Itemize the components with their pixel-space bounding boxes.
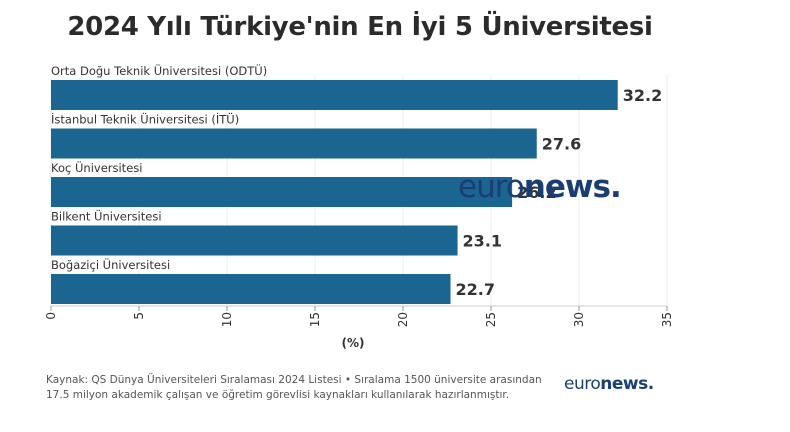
x-tick-label: 10 (220, 312, 234, 327)
x-axis: 0 5 10 15 20 25 30 35 (44, 305, 674, 327)
watermark-text-bold: news (524, 169, 610, 205)
x-tick-label: 0 (44, 312, 58, 320)
category-label: Koç Üniversitesi (51, 159, 142, 175)
source-note: Kaynak: QS Dünya Üniversiteleri Sıralama… (46, 374, 542, 401)
bars: Orta Doğu Teknik Üniversitesi (ODTÜ) 32.2… (51, 62, 662, 304)
category-label: İstanbul Teknik Üniversitesi (İTÜ) (51, 111, 239, 127)
bar-chart: Orta Doğu Teknik Üniversitesi (ODTÜ) 32.2… (44, 62, 674, 350)
bar (51, 128, 537, 159)
bar (51, 225, 458, 256)
value-label: 27.6 (542, 135, 581, 154)
watermark-logo: euronews. (458, 169, 622, 205)
category-label: Boğaziçi Üniversitesi (51, 256, 170, 272)
x-tick-label: 20 (396, 312, 410, 327)
value-label: 23.1 (463, 232, 502, 251)
x-tick-label: 25 (484, 312, 498, 327)
chart-title: 2024 Yılı Türkiye'nin En İyi 5 Üniversit… (67, 12, 653, 42)
value-label: 32.2 (623, 86, 662, 105)
x-tick-label: 35 (660, 312, 674, 327)
x-tick-label: 15 (308, 312, 322, 327)
bar (51, 80, 618, 110)
logo-text-light: euro (564, 374, 601, 394)
bar (51, 177, 513, 207)
bar (51, 274, 451, 304)
x-axis-label: (%) (342, 336, 365, 350)
logo-text-bold: news (600, 374, 648, 394)
watermark-dot: . (610, 169, 621, 205)
logo-dot: . (647, 374, 654, 394)
euronews-logo: euronews. (564, 374, 654, 394)
watermark-text-light: euro (458, 169, 524, 205)
x-tick-label: 5 (132, 312, 146, 320)
value-label: 26.2 (517, 183, 556, 202)
svg-text:euronews.: euronews. (458, 169, 621, 205)
category-label: Orta Doğu Teknik Üniversitesi (ODTÜ) (51, 62, 267, 78)
category-label: Bilkent Üniversitesi (51, 208, 162, 224)
value-label: 22.7 (456, 280, 495, 299)
x-tick-label: 30 (572, 312, 586, 327)
